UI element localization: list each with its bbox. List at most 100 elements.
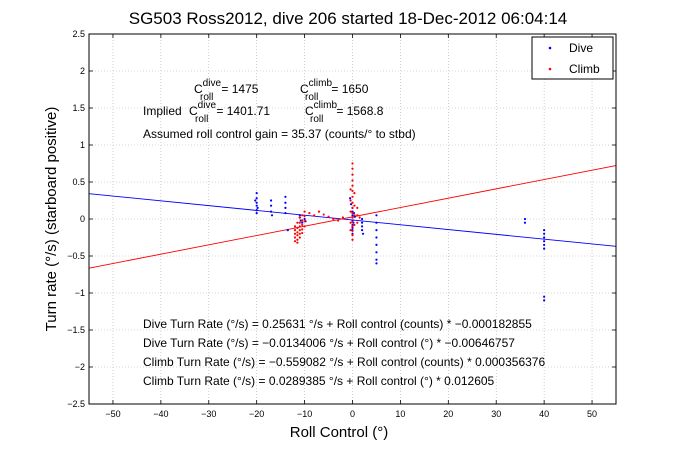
y-tick-label: 1: [80, 140, 85, 150]
dive-point: [284, 201, 287, 204]
climb-point: [358, 216, 361, 219]
dive-point: [375, 236, 378, 239]
climb-point: [301, 214, 304, 217]
x-tick-label: −10: [297, 409, 312, 419]
implied-c-roll-climb-sup: climb: [314, 100, 338, 111]
dive-point: [269, 204, 273, 207]
climb-point: [353, 223, 356, 227]
climb-point: [351, 216, 354, 219]
dive-point: [255, 209, 258, 212]
dive-point: [543, 229, 546, 232]
climb-point: [349, 229, 352, 232]
climb-point: [313, 214, 316, 217]
dive-point: [360, 225, 364, 228]
climb-point: [349, 210, 352, 213]
climb-point: [298, 236, 301, 239]
climb-point: [349, 199, 352, 202]
dive-point: [543, 240, 546, 243]
climb-point: [351, 238, 354, 241]
c-roll-climb-prefix: C: [300, 82, 309, 96]
climb-point: [298, 225, 301, 228]
x-tick-label: 40: [539, 409, 549, 419]
dive-point: [543, 232, 546, 235]
climb-point: [351, 173, 354, 176]
climb-point: [353, 214, 356, 217]
climb-point: [296, 234, 299, 237]
dive-point: [349, 197, 352, 200]
c-roll-climb: Cclimb roll = 1650: [300, 78, 369, 103]
dive-point: [523, 217, 527, 221]
climb-point: [293, 229, 297, 232]
dive-point: [269, 199, 273, 202]
dive-point: [523, 221, 527, 224]
climb-point: [301, 223, 304, 227]
dive-point: [298, 214, 301, 217]
climb-point: [351, 162, 354, 165]
c-roll-climb-sub: roll: [305, 92, 318, 103]
implied-c-roll-dive-value: = 1401.71: [216, 104, 270, 118]
dive-point: [360, 229, 364, 232]
dive-point: [351, 214, 354, 217]
y-tick-label: −0.5: [67, 251, 85, 261]
climb-point: [317, 210, 321, 213]
x-tick-label: 50: [587, 409, 597, 419]
climb-point: [296, 231, 299, 234]
dive-point: [256, 206, 259, 209]
dive-point: [286, 229, 289, 232]
climb-point: [301, 219, 304, 222]
legend: Dive Climb: [531, 36, 614, 80]
climb-point: [293, 225, 297, 228]
climb-series: [293, 162, 361, 244]
climb-point: [296, 241, 299, 244]
dive-degrees-equation: Dive Turn Rate (°/s) = −0.0134006 °/s + …: [143, 336, 515, 350]
climb-point: [356, 214, 359, 217]
x-tick-label: −40: [153, 409, 168, 419]
x-tick-label: 20: [443, 409, 453, 419]
climb-point: [298, 216, 301, 219]
y-axis: −2.5 −2 −1.5 −1 −0.5 0 0.5 1 1.5 2 2.5: [67, 29, 616, 409]
y-tick-label: −2.5: [67, 399, 85, 409]
implied-c-roll-climb-sub: roll: [310, 114, 323, 125]
climb-point: [332, 217, 335, 221]
climb-point: [301, 228, 304, 231]
x-tick-label: −20: [249, 409, 264, 419]
climb-point: [351, 211, 354, 215]
x-tick-label: 30: [491, 409, 501, 419]
x-axis: −50 −40 −30 −20 −10 0 10 20 30 40 50: [105, 34, 597, 419]
x-axis-label: Roll Control (°): [290, 424, 389, 441]
c-roll-climb-value: = 1650: [331, 82, 368, 96]
c-roll-dive-value: = 1475: [221, 82, 258, 96]
data-points: [254, 162, 546, 302]
dive-point: [303, 217, 306, 221]
climb-degrees-equation: Climb Turn Rate (°/s) = 0.0289385 °/s + …: [143, 374, 495, 388]
chart-title: SG503 Ross2012, dive 206 started 18-Dec-…: [129, 9, 568, 28]
dive-point: [543, 299, 546, 302]
implied-c-roll-climb: Cclimb roll = 1568.8: [305, 100, 384, 125]
climb-point: [341, 216, 345, 219]
climb-point: [308, 211, 311, 215]
implied-c-roll-dive-sub: roll: [195, 114, 208, 125]
implied-c-roll-dive-prefix: C: [189, 104, 198, 118]
implied-c-roll-dive: Cdive roll = 1401.71: [189, 100, 270, 125]
dive-point: [375, 214, 378, 217]
dive-point: [349, 203, 353, 206]
dive-point: [301, 221, 304, 224]
x-tick-label: −30: [201, 409, 216, 419]
climb-point: [322, 213, 325, 216]
annotations: Cdive roll= 1475 Cclimb roll= 1650 Implied…: [143, 78, 545, 388]
climb-point: [337, 219, 340, 222]
dive-point: [284, 211, 287, 215]
x-tick-label: 0: [350, 409, 355, 419]
climb-point: [293, 232, 297, 235]
dive-point: [255, 211, 258, 215]
climb-point: [303, 210, 306, 213]
dive-point: [375, 251, 378, 254]
x-tick-label: −50: [105, 409, 120, 419]
climb-point: [327, 215, 330, 218]
y-tick-label: 1.5: [72, 103, 85, 113]
climb-counts-equation: Climb Turn Rate (°/s) = −0.559082 °/s + …: [143, 355, 545, 369]
legend-label-climb: Climb: [569, 62, 600, 76]
climb-point: [296, 238, 299, 241]
